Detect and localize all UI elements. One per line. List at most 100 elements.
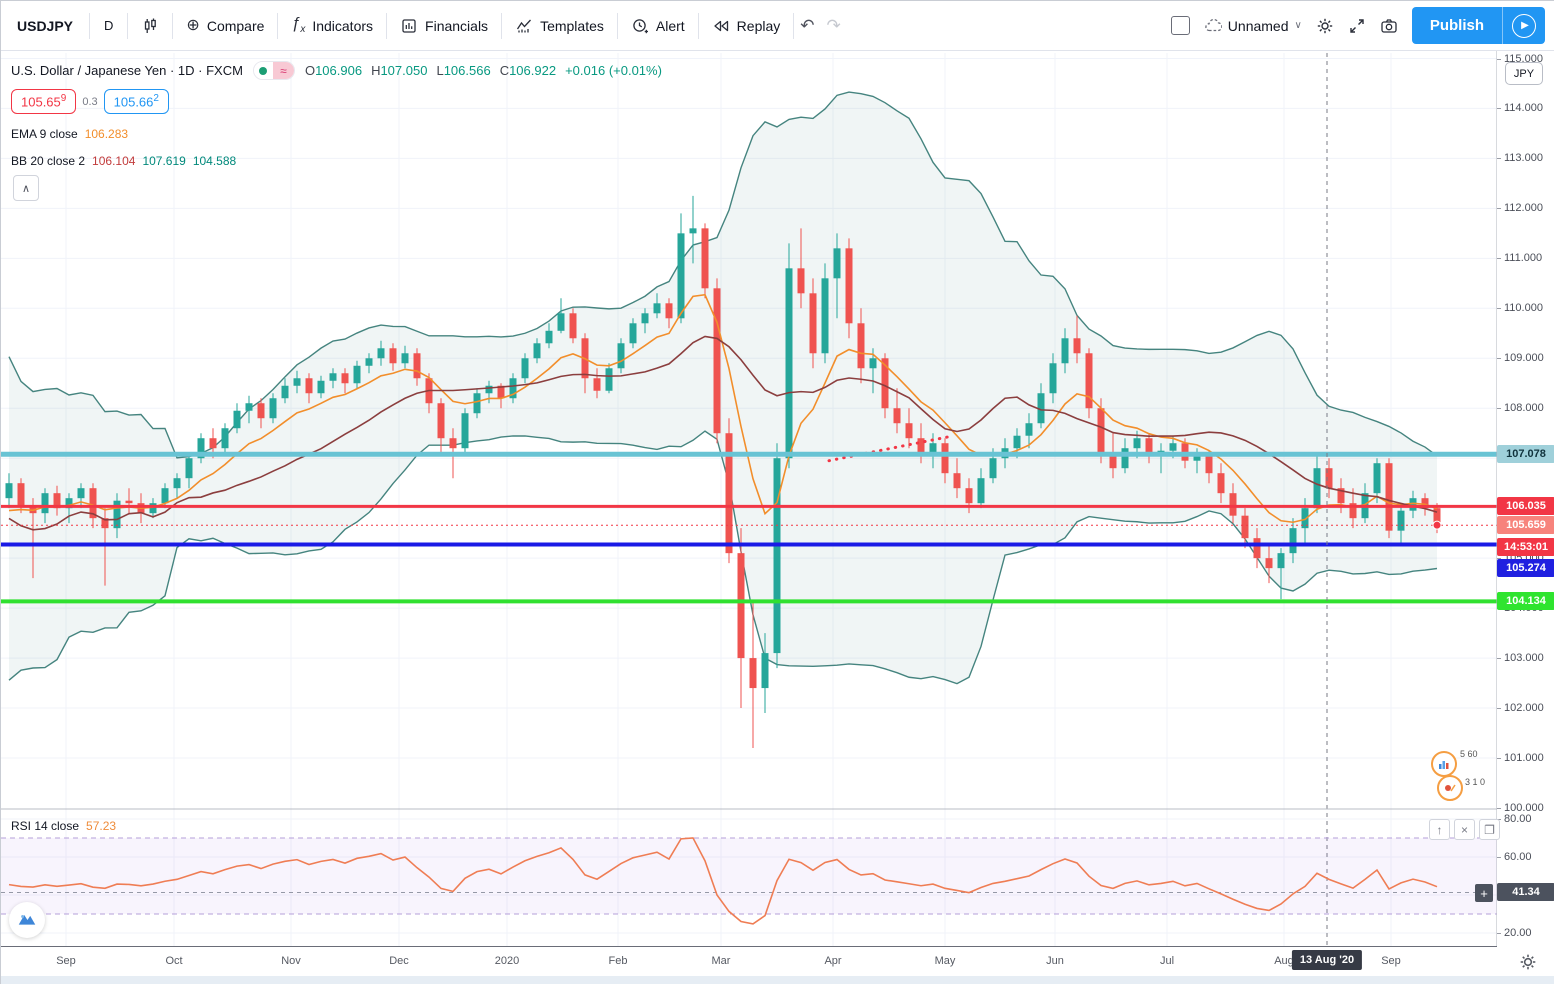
selected-date-tag: 13 Aug '20 xyxy=(1291,950,1363,970)
last-price-marker xyxy=(1432,520,1442,530)
settings-gear-icon[interactable] xyxy=(1316,17,1334,35)
price-tag-cyan: 107.078 xyxy=(1497,445,1554,463)
bb-lower-value: 104.588 xyxy=(192,154,237,169)
templates-button[interactable]: Templates xyxy=(502,9,617,43)
bb-upper-value: 107.619 xyxy=(142,154,186,169)
month-label: Dec xyxy=(389,955,409,967)
price-tag-red: 106.035 xyxy=(1497,497,1554,515)
candlestick-icon xyxy=(145,18,157,33)
month-label: Apr xyxy=(824,955,842,967)
compare-icon: ⊕ xyxy=(186,16,200,34)
divider xyxy=(386,12,388,39)
publish-button[interactable]: Publish xyxy=(1429,17,1484,34)
spread-value: 0.3 xyxy=(82,95,98,108)
pane-maximize-button[interactable]: ❐ xyxy=(1479,819,1500,840)
price-tag-green: 104.134 xyxy=(1497,592,1554,610)
templates-icon xyxy=(517,19,532,32)
month-label: Jul xyxy=(1159,955,1175,967)
price-tick-label: 109.000 xyxy=(1497,352,1544,365)
candles xyxy=(5,195,1441,749)
mountain-logo-icon xyxy=(18,914,36,925)
main-pane xyxy=(5,91,1441,749)
rsi-tick-label: 20.00 xyxy=(1497,927,1532,939)
badge-count: 5 60 xyxy=(1460,749,1478,759)
month-label: Sep xyxy=(1381,955,1401,967)
layout-name-button[interactable]: Unnamed ∨ xyxy=(1204,17,1302,35)
alert-button[interactable]: Alert xyxy=(618,9,698,43)
sell-quote-button[interactable]: 105.659 xyxy=(11,89,77,115)
ema-value: 106.283 xyxy=(84,127,129,142)
price-tag-blue: 105.274 xyxy=(1497,559,1554,577)
chart-style-button[interactable] xyxy=(128,9,172,43)
divider xyxy=(89,12,91,39)
indicators-icon: ƒx xyxy=(291,14,306,36)
rsi-tick-label: 80.00 xyxy=(1497,813,1532,826)
price-tick-label: 112.000 xyxy=(1497,202,1543,215)
cloud-icon xyxy=(1205,18,1222,31)
price-tag-countdown: 14:53:01 xyxy=(1497,538,1554,556)
symbol-title[interactable]: U.S. Dollar / Japanese Yen · 1D · FXCM xyxy=(11,63,243,78)
publish-group: Publish ▶ xyxy=(1411,7,1545,44)
publish-menu-button[interactable]: ▶ xyxy=(1503,7,1545,44)
mini-dot-icon xyxy=(1445,784,1456,792)
screenshot-camera-icon[interactable] xyxy=(1380,17,1398,35)
month-label: Feb xyxy=(608,955,628,967)
price-tick-label: 114.000 xyxy=(1497,102,1543,115)
price-tick-label: 100.000 xyxy=(1497,802,1544,814)
change-value: +0.016 (+0.01%) xyxy=(565,63,662,78)
pane-move-up-button[interactable]: ↑ xyxy=(1429,819,1450,840)
ohlc-values: O106.906 H107.050 L106.566 C106.922 +0.0… xyxy=(304,63,662,78)
interval-button[interactable]: D xyxy=(104,18,114,33)
financials-icon xyxy=(402,18,416,33)
currency-toggle-button[interactable]: JPY xyxy=(1505,62,1543,85)
divider xyxy=(172,12,174,39)
symbol-button[interactable]: USDJPY xyxy=(17,17,74,34)
mini-bars-icon xyxy=(1439,761,1449,769)
tradingview-logo[interactable] xyxy=(9,902,45,938)
divider xyxy=(501,12,503,39)
ideas-badge[interactable] xyxy=(1431,751,1457,777)
price-tag-salmon: 105.659 xyxy=(1497,516,1554,534)
legend-collapse-button[interactable]: ∧ xyxy=(13,175,39,201)
data-mode-toggle[interactable]: ≈ xyxy=(252,61,295,80)
rsi-current-tag: 41.34 xyxy=(1497,883,1554,902)
play-icon: ▶ xyxy=(1512,13,1536,38)
rsi-legend-row[interactable]: RSI 14 close 57.23 xyxy=(11,819,117,833)
bottom-scroll-strip xyxy=(1,976,1554,984)
price-tick-label: 101.000 xyxy=(1497,752,1544,765)
divider xyxy=(793,12,795,39)
rsi-tick-label: 60.00 xyxy=(1497,851,1532,864)
undo-icon[interactable]: ↶ xyxy=(800,15,815,35)
bb-basis-value: 106.104 xyxy=(92,154,136,169)
approx-icon: ≈ xyxy=(272,62,294,79)
price-axis[interactable]: JPY 115.000 114.000 113.000 112.000 111.000 1… xyxy=(1496,51,1554,976)
price-tick-label: 103.000 xyxy=(1497,652,1544,665)
bb-legend-row[interactable]: BB 20 close 2 106.104 107.619 104.588 xyxy=(11,154,237,169)
chart-legend: U.S. Dollar / Japanese Yen · 1D · FXCM ≈… xyxy=(11,61,662,168)
ema-legend-row[interactable]: EMA 9 close 106.283 xyxy=(11,127,129,142)
divider xyxy=(127,12,129,39)
divider xyxy=(1502,7,1503,44)
month-label: May xyxy=(934,955,956,967)
month-label: Nov xyxy=(281,955,301,967)
buy-quote-button[interactable]: 105.662 xyxy=(103,89,169,115)
compare-button[interactable]: ⊕ Compare xyxy=(186,16,265,34)
financials-button[interactable]: Financials xyxy=(387,9,501,43)
month-label: Sep xyxy=(56,955,76,967)
badge-count: 3 1 0 xyxy=(1465,777,1486,787)
month-label: Mar xyxy=(711,955,731,967)
price-tick-label: 108.000 xyxy=(1497,402,1544,415)
layout-grid-icon[interactable] xyxy=(1170,16,1190,35)
month-label: Jun xyxy=(1046,955,1064,967)
indicators-button[interactable]: ƒx Indicators xyxy=(291,14,374,36)
pane-close-button[interactable]: × xyxy=(1454,819,1475,840)
hot-badge[interactable] xyxy=(1437,775,1463,801)
fullscreen-icon[interactable] xyxy=(1348,17,1366,35)
replay-button[interactable]: Replay xyxy=(699,9,794,43)
time-axis-settings-icon[interactable] xyxy=(1518,952,1538,972)
month-label: Aug xyxy=(1274,955,1294,967)
time-axis[interactable]: Sep Oct Nov Dec 2020 Feb Mar Apr May Jun Jul Aug Sep… xyxy=(1,946,1554,976)
rsi-add-alert-plus[interactable]: + xyxy=(1475,884,1493,902)
